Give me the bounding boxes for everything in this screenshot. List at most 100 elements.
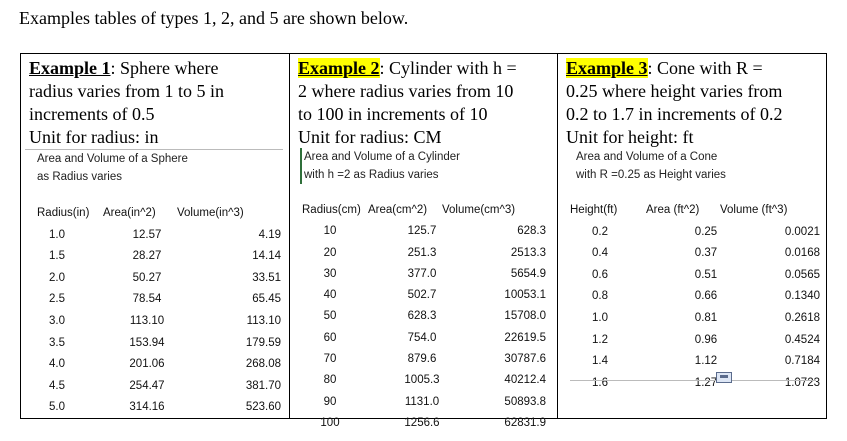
table-row: 0.6 0.51 0.0565 bbox=[570, 269, 826, 291]
intro-text: Examples tables of types 1, 2, and 5 are… bbox=[19, 8, 409, 28]
table-row: 0.4 0.37 0.0168 bbox=[570, 247, 826, 269]
table-cell: 179.59 bbox=[245, 336, 281, 349]
example-3-table: Height(ft) Area (ft^2) Volume (ft^3) 0.2 0.2… bbox=[570, 204, 826, 398]
table-row: 0.8 0.66 0.1340 bbox=[570, 290, 826, 312]
table-row: 0.2 0.25 0.0021 bbox=[570, 226, 826, 248]
table-cell: 377.0 bbox=[407, 267, 437, 280]
selection-marker bbox=[300, 148, 302, 184]
table-cell: 113.10 bbox=[129, 314, 165, 327]
table-row: 1.4 1.12 0.7184 bbox=[570, 355, 826, 377]
table-cell: 65.45 bbox=[252, 293, 281, 306]
table-header-row: Radius(cm) Area(cm^2) Volume(cm^3) bbox=[302, 204, 552, 225]
table-row: 1.5 28.27 14.14 bbox=[37, 250, 287, 272]
table-cell: 0.4524 bbox=[784, 333, 820, 346]
table-cell: 12.57 bbox=[132, 228, 162, 241]
table-cell: 28.27 bbox=[132, 250, 162, 263]
column-header: Volume(in^3) bbox=[177, 207, 244, 219]
example-3-cell: Example 3: Cone with R = 0.25 where heig… bbox=[558, 54, 826, 418]
column-divider bbox=[557, 54, 558, 418]
table-row: 20 251.3 2513.3 bbox=[302, 247, 552, 268]
table-row: 70 879.6 30787.6 bbox=[302, 353, 552, 374]
column-header: Area (ft^2) bbox=[646, 204, 700, 216]
table-cell: 2.5 bbox=[49, 293, 65, 306]
column-header: Area(cm^2) bbox=[368, 204, 428, 216]
example-2-cell: Example 2: Cylinder with h = 2 where rad… bbox=[290, 54, 557, 429]
table-cell: 3.0 bbox=[49, 314, 65, 327]
example-1-table: Radius(in) Area(in^2) Volume(in^3) 1.0 12.57… bbox=[37, 207, 287, 423]
column-header: Volume(cm^3) bbox=[442, 204, 516, 216]
table-cell: 125.7 bbox=[407, 225, 437, 238]
table-cell: 50893.8 bbox=[504, 395, 546, 408]
example-2-chart-title: Area and Volume of a Cylinder with h =2 … bbox=[304, 151, 460, 181]
table-row: 90 1131.0 50893.8 bbox=[302, 396, 552, 417]
table-cell: 4.5 bbox=[49, 379, 65, 392]
table-row: 50 628.3 15708.0 bbox=[302, 310, 552, 331]
example-1-label: Example 1 bbox=[29, 58, 111, 78]
table-cell: 1.0 bbox=[592, 311, 608, 324]
table-cell: 1.12 bbox=[694, 355, 718, 368]
table-cell: 22619.5 bbox=[504, 331, 546, 344]
table-row: 60 754.0 22619.5 bbox=[302, 332, 552, 353]
table-cell: 0.1340 bbox=[784, 290, 820, 303]
table-cell: 1.2 bbox=[592, 333, 608, 346]
table-row: 10 125.7 628.3 bbox=[302, 225, 552, 246]
table-cell: 40212.4 bbox=[504, 374, 546, 387]
table-cell: 201.06 bbox=[129, 358, 165, 371]
column-header: Area(in^2) bbox=[103, 207, 156, 219]
table-row: 1.0 12.57 4.19 bbox=[37, 229, 287, 251]
column-header: Radius(cm) bbox=[302, 204, 361, 216]
table-cell: 0.6 bbox=[592, 268, 608, 281]
table-cell: 0.0565 bbox=[784, 268, 820, 281]
table-cell: 113.10 bbox=[246, 314, 281, 327]
column-header: Volume (ft^3) bbox=[720, 204, 788, 216]
table-cell: 628.3 bbox=[407, 310, 437, 323]
example-3-chart-title: Area and Volume of a Cone with R =0.25 a… bbox=[576, 151, 726, 181]
table-row: 30 377.0 5654.9 bbox=[302, 268, 552, 289]
table-cell: 30787.6 bbox=[504, 353, 546, 366]
table-cell: 754.0 bbox=[407, 331, 437, 344]
table-cell: 1.0 bbox=[49, 228, 65, 241]
table-cell: 80 bbox=[323, 374, 337, 387]
table-row: 2.0 50.27 33.51 bbox=[37, 272, 287, 294]
table-cell: 2.0 bbox=[49, 271, 65, 284]
table-cell: 5.0 bbox=[49, 401, 65, 414]
table-cell: 100 bbox=[320, 416, 340, 429]
table-cell: 1.4 bbox=[592, 355, 608, 368]
table-cell: 1005.3 bbox=[404, 374, 440, 387]
table-cell: 0.51 bbox=[694, 268, 718, 281]
table-header-row: Height(ft) Area (ft^2) Volume (ft^3) bbox=[570, 204, 826, 226]
example-2-table: Radius(cm) Area(cm^2) Volume(cm^3) 10 125.7 6… bbox=[302, 204, 552, 438]
example-2-description: Example 2: Cylinder with h = 2 where rad… bbox=[298, 58, 517, 147]
table-cell: 3.5 bbox=[49, 336, 65, 349]
table-cell: 10053.1 bbox=[504, 289, 546, 302]
table-row: 2.5 78.54 65.45 bbox=[37, 293, 287, 315]
table-row: 1.2 0.96 0.4524 bbox=[570, 334, 826, 356]
example-3-description: Example 3: Cone with R = 0.25 where heig… bbox=[566, 58, 783, 147]
table-row: 5.0 314.16 523.60 bbox=[37, 401, 287, 423]
table-cell: 879.6 bbox=[407, 353, 437, 366]
table-cell: 0.25 bbox=[694, 225, 718, 238]
table-cell: 523.60 bbox=[245, 401, 281, 414]
example-1-description: Example 1: Sphere where radius varies fr… bbox=[29, 58, 224, 147]
paste-options-icon[interactable] bbox=[716, 372, 732, 383]
example-3-label: Example 3 bbox=[566, 58, 648, 78]
table-cell: 1.5 bbox=[49, 250, 65, 263]
table-cell: 78.54 bbox=[132, 293, 162, 306]
table-cell: 381.70 bbox=[245, 379, 281, 392]
table-cell: 14.14 bbox=[252, 250, 281, 263]
table-cell: 0.66 bbox=[694, 290, 718, 303]
table-cell: 0.81 bbox=[694, 311, 718, 324]
table-cell: 4.19 bbox=[258, 228, 281, 241]
table-cell: 1131.0 bbox=[404, 395, 440, 408]
example-2-label: Example 2 bbox=[298, 58, 380, 78]
table-row: 3.5 153.94 179.59 bbox=[37, 337, 287, 359]
table-row: 1.0 0.81 0.2618 bbox=[570, 312, 826, 334]
table-cell: 33.51 bbox=[252, 271, 281, 284]
example-1-chart-title: Area and Volume of a Sphere as Radius va… bbox=[37, 153, 188, 183]
table-cell: 1.6 bbox=[592, 376, 608, 389]
table-row: 1.6 1.27 1.0723 bbox=[570, 377, 826, 399]
table-cell: 1.0723 bbox=[784, 376, 820, 389]
table-header-row: Radius(in) Area(in^2) Volume(in^3) bbox=[37, 207, 287, 229]
table-cell: 2513.3 bbox=[510, 246, 546, 259]
column-header: Height(ft) bbox=[570, 204, 618, 216]
